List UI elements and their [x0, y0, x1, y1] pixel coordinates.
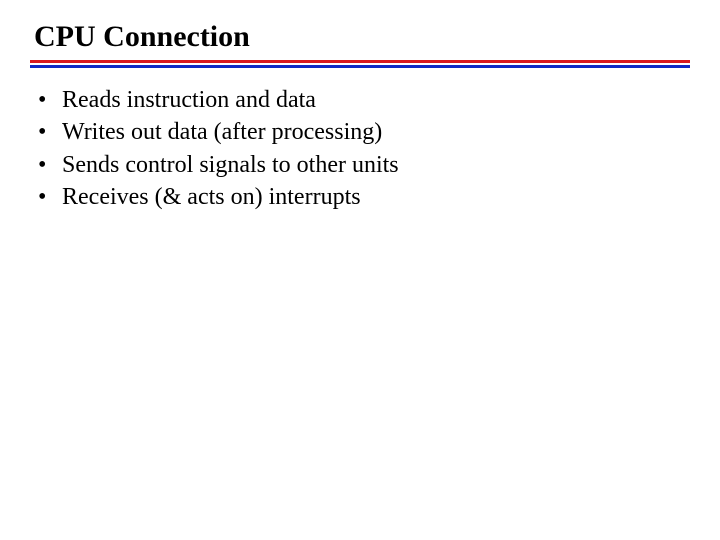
bullet-text: Writes out data (after processing) — [62, 116, 690, 148]
slide-title: CPU Connection — [30, 20, 690, 54]
bullet-icon: • — [38, 149, 48, 181]
list-item: • Reads instruction and data — [38, 84, 690, 116]
list-item: • Sends control signals to other units — [38, 149, 690, 181]
title-underline — [30, 60, 690, 68]
rule-blue-stripe — [30, 65, 690, 68]
bullet-icon: • — [38, 116, 48, 148]
bullet-text: Receives (& acts on) interrupts — [62, 181, 690, 213]
list-item: • Receives (& acts on) interrupts — [38, 181, 690, 213]
bullet-text: Sends control signals to other units — [62, 149, 690, 181]
bullet-icon: • — [38, 84, 48, 116]
slide-container: CPU Connection • Reads instruction and d… — [30, 20, 690, 520]
bullet-list: • Reads instruction and data • Writes ou… — [30, 84, 690, 214]
list-item: • Writes out data (after processing) — [38, 116, 690, 148]
bullet-icon: • — [38, 181, 48, 213]
bullet-text: Reads instruction and data — [62, 84, 690, 116]
